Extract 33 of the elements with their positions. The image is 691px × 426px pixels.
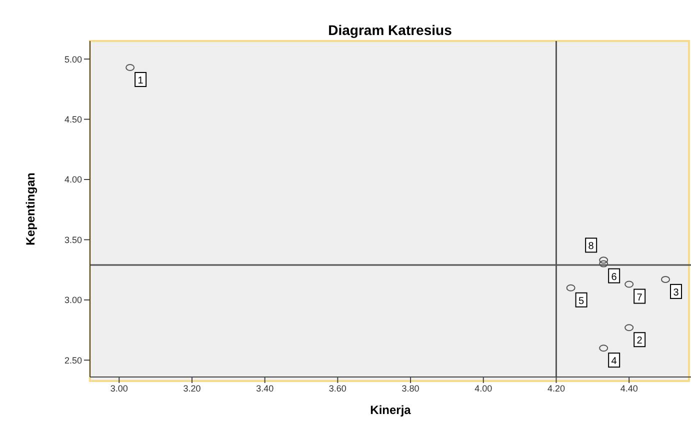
point: [661, 276, 670, 283]
chart-title: Diagram Katresius: [327, 22, 453, 38]
annotation: 3: [673, 287, 680, 298]
annotation: 8: [588, 241, 594, 252]
x-axis-title: Kinerja: [370, 403, 412, 417]
x-tick-label: 3.60: [328, 383, 346, 394]
x-tick-label: 4.00: [474, 383, 492, 394]
point: [624, 280, 634, 288]
y-axis-title: Kepentingan: [23, 172, 38, 246]
x-tick-label: 3.00: [110, 383, 128, 394]
x-tick-label: 3.20: [183, 383, 201, 394]
y-tick-label: 3.50: [64, 234, 82, 245]
point: [599, 260, 608, 268]
y-tick-label: 4.50: [64, 114, 82, 124]
annotation: 5: [578, 296, 585, 307]
annotation: 1: [138, 75, 144, 86]
point: [599, 256, 608, 264]
annotation: 4: [611, 356, 618, 368]
x-tick-label: 4.20: [547, 383, 565, 394]
y-tick-label: 5.00: [64, 54, 82, 64]
point: [126, 64, 135, 71]
annotation: 6: [611, 272, 618, 283]
x-tick-label: 3.80: [402, 383, 420, 394]
point: [566, 284, 576, 292]
x-tick-label: 3.40: [256, 383, 274, 394]
y-tick-label: 4.00: [64, 174, 82, 185]
x-tick-label: 4.40: [620, 383, 638, 394]
annotation: 2: [636, 336, 643, 347]
point: [599, 344, 608, 352]
point: [624, 324, 634, 332]
y-tick-label: 3.00: [64, 295, 82, 306]
y-tick-label: 2.50: [64, 355, 82, 366]
annotation: 7: [636, 292, 643, 304]
